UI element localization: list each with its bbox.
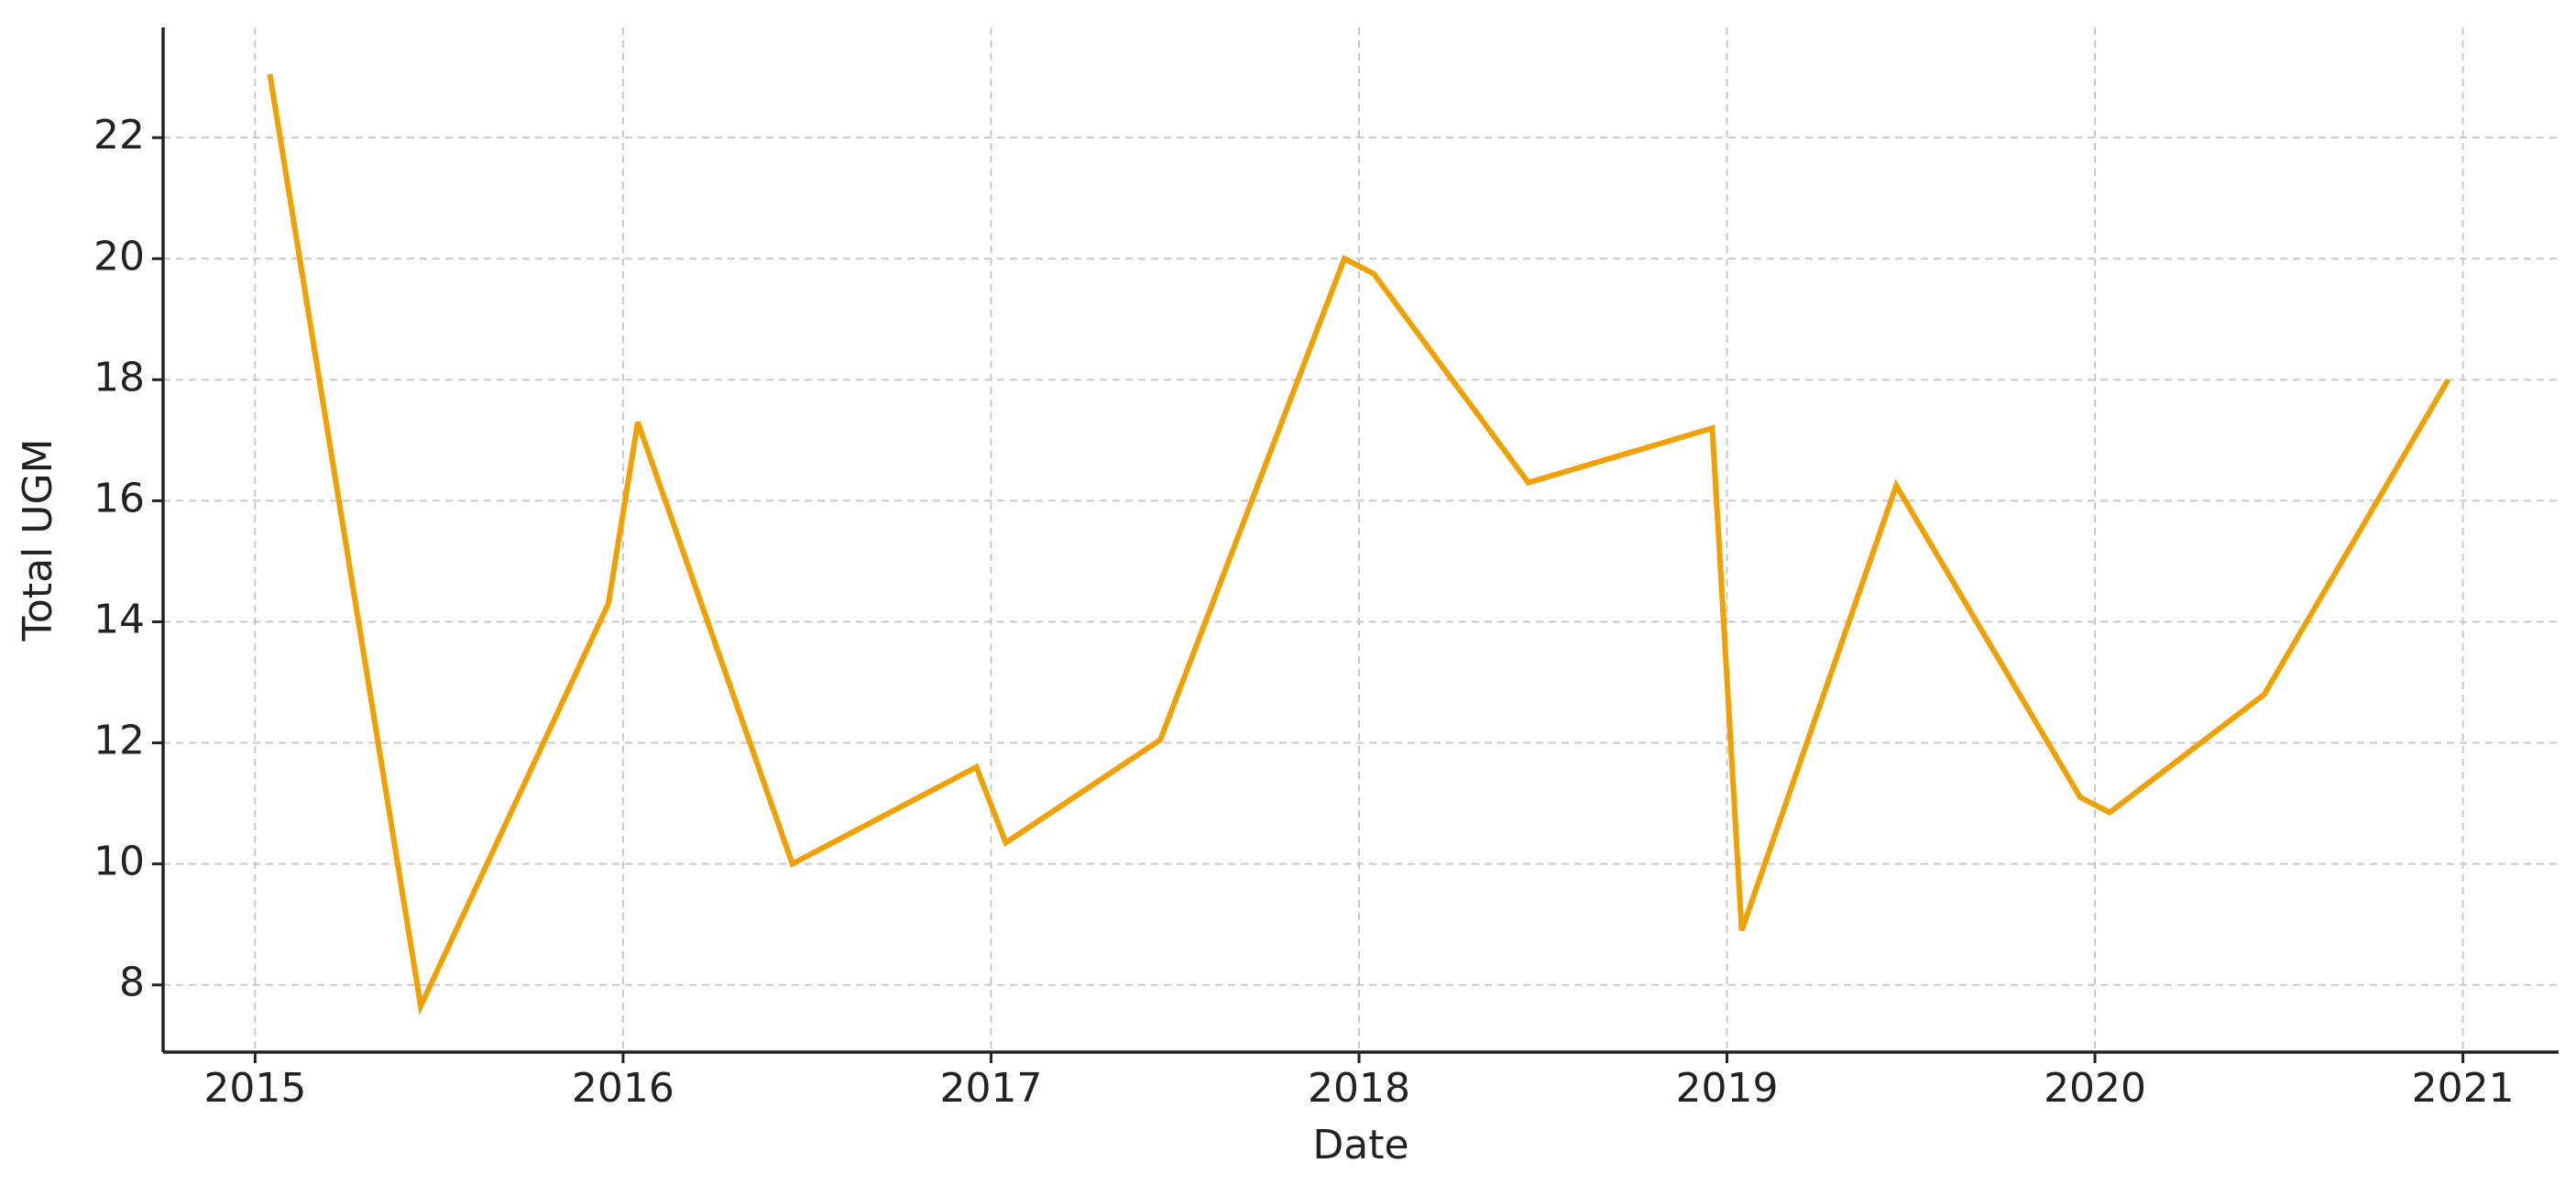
x-tick-label: 2015: [203, 1065, 306, 1112]
x-axis-label: Date: [1312, 1122, 1409, 1169]
y-axis-label: Total UGM: [15, 438, 61, 642]
y-tick-label: 18: [93, 354, 145, 400]
x-tick-label: 2020: [2044, 1065, 2146, 1112]
y-tick-label: 10: [93, 839, 145, 885]
x-tick-label: 2019: [1676, 1065, 1779, 1112]
x-tick-label: 2021: [2412, 1065, 2515, 1112]
x-tick-label: 2018: [1308, 1065, 1410, 1112]
x-tick-label: 2017: [939, 1065, 1042, 1112]
y-tick-label: 20: [93, 233, 145, 280]
y-tick-label: 12: [93, 718, 145, 764]
x-tick-label: 2016: [572, 1065, 674, 1112]
y-tick-label: 22: [93, 112, 145, 159]
y-tick-label: 16: [93, 475, 145, 521]
data-line: [267, 73, 2451, 1015]
y-tick-label: 14: [93, 596, 145, 642]
y-tick-label: 8: [119, 960, 145, 1006]
